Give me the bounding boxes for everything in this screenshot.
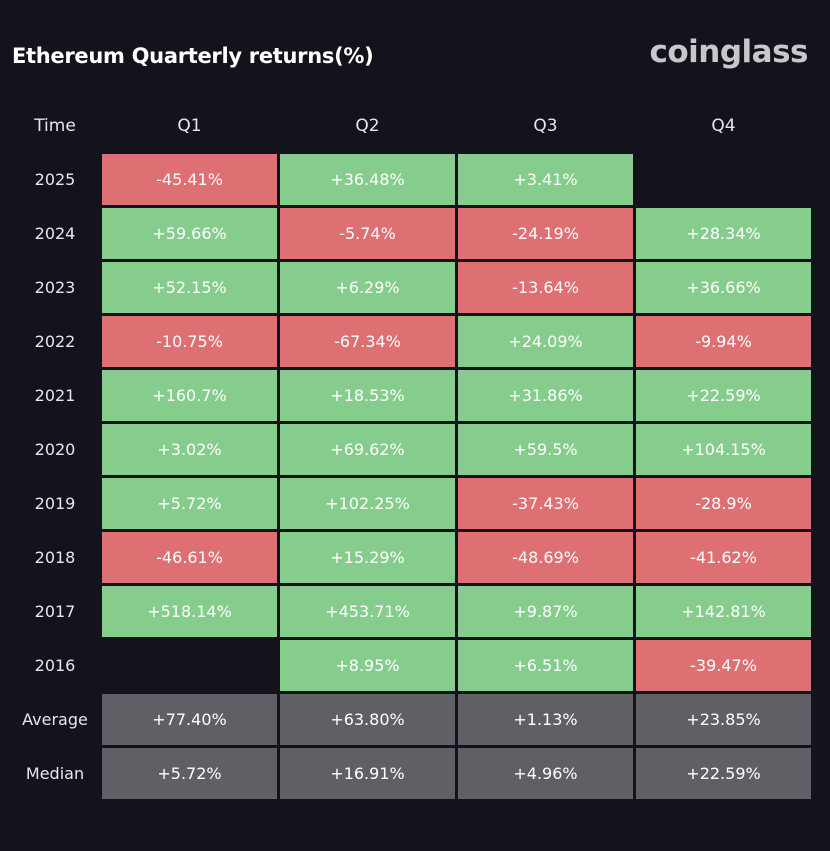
- row-label: Average: [22, 710, 88, 729]
- summary-cell-q2: +63.80%: [280, 694, 455, 745]
- table-row: 2022 -10.75% -67.34% +24.09% -9.94%: [11, 316, 811, 367]
- row-label: Median: [25, 764, 85, 783]
- return-cell-q2: +69.62%: [280, 424, 455, 475]
- return-cell-q1: -45.41%: [102, 154, 277, 205]
- table-row: 2023 +52.15% +6.29% -13.64% +36.66%: [11, 262, 811, 313]
- summary-cell-q4: +22.59%: [636, 748, 811, 799]
- table-row: 2025 -45.41% +36.48% +3.41%: [11, 154, 811, 205]
- return-cell-q4: +22.59%: [636, 370, 811, 421]
- row-label: 2017: [34, 602, 76, 621]
- return-cell-q3: -24.19%: [458, 208, 633, 259]
- table-row: 2018 -46.61% +15.29% -48.69% -41.62%: [11, 532, 811, 583]
- return-cell-q2: +6.29%: [280, 262, 455, 313]
- summary-cell-q4: +23.85%: [636, 694, 811, 745]
- return-cell-q1: +160.7%: [102, 370, 277, 421]
- return-cell-q4: -39.47%: [636, 640, 811, 691]
- table-body: 2025 -45.41% +36.48% +3.41% 2024 +59.66% -5.74…: [11, 154, 811, 799]
- return-cell-q2: -67.34%: [280, 316, 455, 367]
- return-cell-q4: -28.9%: [636, 478, 811, 529]
- summary-cell-q3: +4.96%: [458, 748, 633, 799]
- row-label: 2025: [34, 170, 76, 189]
- return-cell-q2: +453.71%: [280, 586, 455, 637]
- column-header-q1: Q1: [177, 116, 202, 136]
- row-label: 2024: [34, 224, 76, 243]
- table-row: 2017 +518.14% +453.71% +9.87% +142.81%: [11, 586, 811, 637]
- coinglass-logo: coinglass: [649, 34, 808, 70]
- column-header-time: Time: [34, 116, 76, 136]
- returns-table: Time Q1 Q2 Q3 Q4 2025 -45.41% +36.48% +3.41…: [8, 98, 814, 802]
- row-label: 2022: [34, 332, 76, 351]
- table-row: 2016 +8.95% +6.51% -39.47%: [11, 640, 811, 691]
- return-cell-q1: +3.02%: [102, 424, 277, 475]
- return-cell-q4: [636, 154, 811, 205]
- return-cell-q1: +5.72%: [102, 478, 277, 529]
- return-cell-q3: +31.86%: [458, 370, 633, 421]
- table-row: 2021 +160.7% +18.53% +31.86% +22.59%: [11, 370, 811, 421]
- summary-cell-q1: +77.40%: [102, 694, 277, 745]
- return-cell-q3: -48.69%: [458, 532, 633, 583]
- header-row: Time Q1 Q2 Q3 Q4: [11, 101, 811, 151]
- return-cell-q1: +52.15%: [102, 262, 277, 313]
- summary-row: Median +5.72% +16.91% +4.96% +22.59%: [11, 748, 811, 799]
- return-cell-q3: +9.87%: [458, 586, 633, 637]
- column-header-q2: Q2: [355, 116, 380, 136]
- table-row: 2020 +3.02% +69.62% +59.5% +104.15%: [11, 424, 811, 475]
- return-cell-q2: +8.95%: [280, 640, 455, 691]
- chart-title: Ethereum Quarterly returns(%): [12, 44, 374, 68]
- return-cell-q2: +102.25%: [280, 478, 455, 529]
- table-row: 2019 +5.72% +102.25% -37.43% -28.9%: [11, 478, 811, 529]
- return-cell-q1: -10.75%: [102, 316, 277, 367]
- row-label: 2019: [34, 494, 76, 513]
- return-cell-q1: -46.61%: [102, 532, 277, 583]
- row-label: 2018: [34, 548, 76, 567]
- column-header-q4: Q4: [711, 116, 736, 136]
- table-row: 2024 +59.66% -5.74% -24.19% +28.34%: [11, 208, 811, 259]
- summary-row: Average +77.40% +63.80% +1.13% +23.85%: [11, 694, 811, 745]
- return-cell-q1: [102, 640, 277, 691]
- row-label: 2021: [34, 386, 76, 405]
- return-cell-q4: +142.81%: [636, 586, 811, 637]
- summary-cell-q3: +1.13%: [458, 694, 633, 745]
- return-cell-q4: +28.34%: [636, 208, 811, 259]
- row-label: 2016: [34, 656, 76, 675]
- return-cell-q3: +6.51%: [458, 640, 633, 691]
- return-cell-q2: -5.74%: [280, 208, 455, 259]
- row-label: 2023: [34, 278, 76, 297]
- return-cell-q3: -37.43%: [458, 478, 633, 529]
- return-cell-q4: +104.15%: [636, 424, 811, 475]
- return-cell-q3: -13.64%: [458, 262, 633, 313]
- return-cell-q3: +3.41%: [458, 154, 633, 205]
- return-cell-q4: -9.94%: [636, 316, 811, 367]
- return-cell-q3: +59.5%: [458, 424, 633, 475]
- summary-cell-q2: +16.91%: [280, 748, 455, 799]
- summary-cell-q1: +5.72%: [102, 748, 277, 799]
- return-cell-q4: +36.66%: [636, 262, 811, 313]
- return-cell-q2: +15.29%: [280, 532, 455, 583]
- return-cell-q1: +59.66%: [102, 208, 277, 259]
- return-cell-q2: +36.48%: [280, 154, 455, 205]
- return-cell-q1: +518.14%: [102, 586, 277, 637]
- return-cell-q4: -41.62%: [636, 532, 811, 583]
- column-header-q3: Q3: [533, 116, 558, 136]
- return-cell-q3: +24.09%: [458, 316, 633, 367]
- row-label: 2020: [34, 440, 76, 459]
- return-cell-q2: +18.53%: [280, 370, 455, 421]
